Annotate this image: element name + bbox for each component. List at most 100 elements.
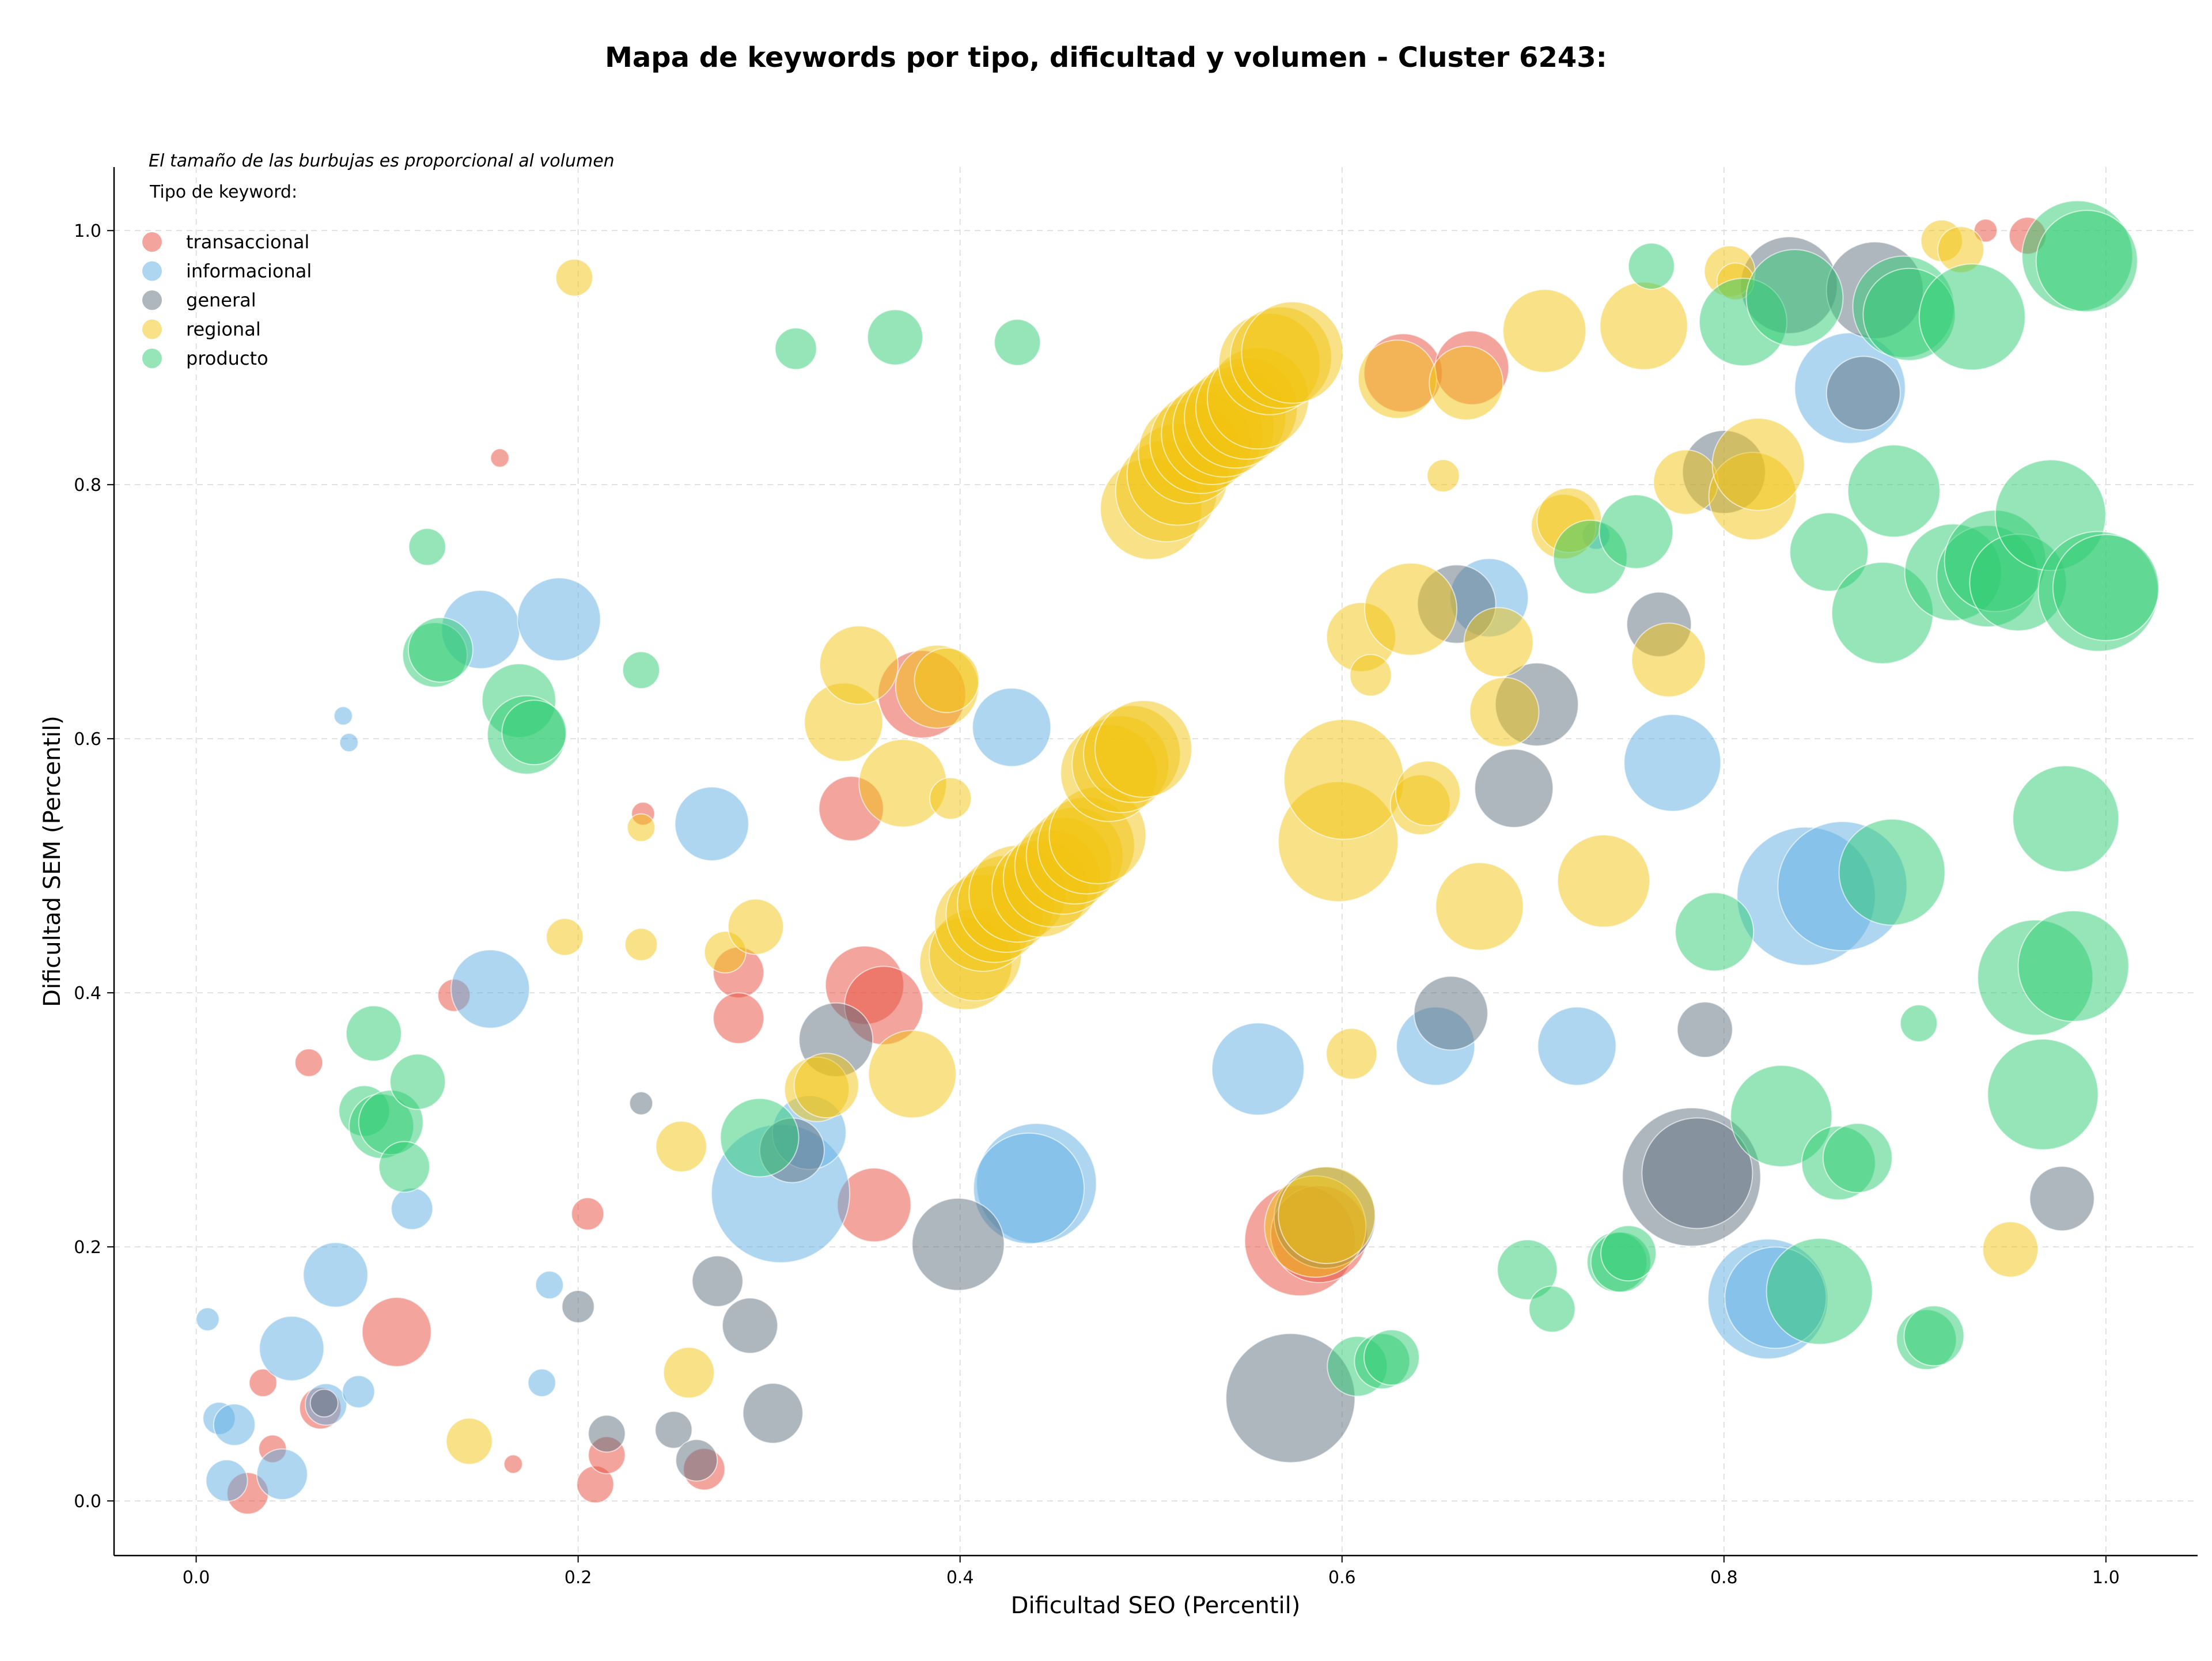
bubble-point [1676,1001,1733,1058]
bubble-point [361,1296,432,1367]
x-tick-label: 0.0 [183,1568,210,1588]
legend-marker [142,319,162,339]
bubble-point [527,1368,556,1398]
bubble-point [1413,975,1488,1051]
bubble-point [1627,242,1675,290]
bubble-point [721,1297,778,1354]
y-tick-label: 1.0 [74,221,101,241]
bubble-point [1278,1166,1376,1265]
bubble-point [1364,562,1458,656]
bubble-point [674,786,749,861]
bubble-point [1711,417,1805,511]
bubble-point [1599,281,1688,370]
bubble-point [1426,459,1460,493]
legend-label: transaccional [186,231,309,253]
legend-label: general [186,289,256,311]
bubble-point [1745,249,1844,347]
bubble-point [450,949,531,1029]
bubble-point [793,1053,859,1119]
x-tick-label: 1.0 [2092,1568,2120,1588]
bubble-point [1730,1065,1833,1168]
bubble-point [1918,263,2026,371]
series-producto [338,200,2160,1397]
bubble-point [1502,289,1587,373]
legend-marker [142,290,162,310]
bubble-point [1429,345,1504,421]
bubble-point [391,1187,434,1231]
bubble-point [655,1121,707,1173]
bubble-point [345,1005,402,1062]
bubble-point [1838,818,1946,926]
bubble-point [691,1255,744,1307]
bubble-point [294,1048,324,1077]
x-tick-label: 0.6 [1328,1568,1356,1588]
bubble-point [1225,1333,1356,1463]
bubble-point [213,1403,256,1446]
bubble-point [2052,534,2160,641]
legend-note: El tamaño de las burbujas es proporciona… [149,151,615,171]
bubble-point [675,1439,718,1482]
bubble-point [1899,1004,1938,1043]
bubble-point [503,1454,523,1474]
bubble-point [819,625,899,705]
bubble-point [1556,834,1650,928]
bubble-point [994,319,1041,366]
bubble-point [256,1448,308,1500]
legend-marker [142,261,162,281]
series-informacional [195,332,1908,1502]
bubble-point [719,1098,800,1178]
bubble-point [727,898,784,955]
bubble-point [1325,1028,1378,1080]
bubble-point [342,1375,376,1409]
bubble-point [662,1346,715,1399]
bubble-point [588,1414,626,1453]
bubble-point [1822,1122,1893,1193]
bubble-point [774,327,817,370]
bubble-point [1395,760,1461,827]
bubble-point [1469,676,1540,747]
y-tick-label: 0.2 [74,1238,101,1258]
legend-items: transaccional informacional general regiona… [142,231,312,369]
bubble-point [571,1197,605,1231]
bubble-point [389,1053,446,1110]
bubble-point [535,1270,564,1300]
bubble-point [1641,1117,1753,1229]
bubble-point [1528,1285,1576,1333]
x-axis-label: Dificultad SEO (Percentil) [1011,1592,1301,1619]
bubble-point [858,739,948,828]
bubble-point [2017,910,2130,1022]
y-axis-label: Dificultad SEM (Percentil) [39,716,66,1007]
bubble-point [1653,449,1719,515]
bubble-point [629,1091,654,1116]
bubble-point [742,1383,804,1444]
bubble-point [1903,1305,1965,1367]
bubble-point [973,1132,1085,1244]
chart-title: Mapa de keywords por tipo, dificultad y … [605,41,1607,74]
bubble-point [333,706,353,726]
bubble-point [1631,622,1706,698]
legend-label: producto [186,347,268,369]
bubble-point [1847,444,1941,538]
legend-marker [142,232,162,252]
bubble-point [378,1141,430,1193]
bubble-point [302,1242,369,1308]
bubble-point [445,1417,493,1465]
axes [113,167,2198,1557]
legend-title: Tipo de keyword: [149,182,297,202]
y-tick-label: 0.8 [74,475,101,495]
bubble-point [914,647,980,713]
bubble-point [248,1368,278,1398]
bubble-point [911,1197,1005,1291]
bubble-point [259,1315,325,1382]
y-tick-label: 0.0 [74,1492,101,1512]
bubble-point [1825,355,1901,431]
x-tick-label: 0.2 [565,1568,592,1588]
bubble-point [866,309,923,366]
bubble-point [2012,765,2120,873]
bubble-point [1599,494,1674,569]
bubble-point [1474,748,1554,828]
bubble-point [1241,301,1344,404]
legend-marker [142,349,162,368]
